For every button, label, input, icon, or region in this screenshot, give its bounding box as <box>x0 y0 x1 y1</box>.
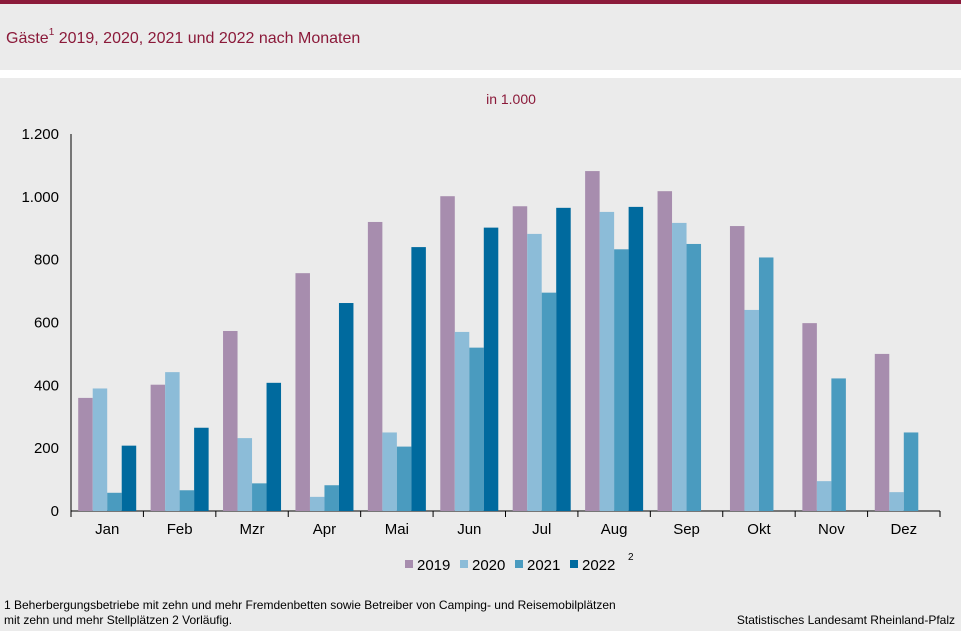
bar-2019 <box>585 171 600 512</box>
bar-2020 <box>309 496 325 511</box>
bar-2020 <box>92 388 108 511</box>
bar-2021 <box>396 446 412 511</box>
y-tick-label: 200 <box>34 440 59 457</box>
legend-swatch <box>405 560 413 568</box>
bar-2021 <box>831 378 846 511</box>
legend-label: 2022 <box>582 557 615 574</box>
legend-label: 2019 <box>417 557 450 574</box>
unit-label: in 1.000 <box>486 91 536 107</box>
bar-2020 <box>237 438 253 511</box>
y-tick-label: 1.000 <box>21 189 59 206</box>
bar-2019 <box>512 206 528 511</box>
x-tick-label: Okt <box>747 521 771 538</box>
y-tick-label: 1.200 <box>21 126 59 143</box>
x-tick-label: Nov <box>818 521 845 538</box>
legend-swatch <box>460 560 468 568</box>
bar-2019 <box>440 196 455 511</box>
chart-header: Gäste1 2019, 2020, 2021 und 2022 nach Mo… <box>0 4 961 70</box>
bar-2021 <box>469 347 484 511</box>
bar-2019 <box>150 384 166 511</box>
bar-2021 <box>107 492 122 511</box>
bar-2019 <box>223 330 238 511</box>
source-label: Statistisches Landesamt Rheinland-Pfalz <box>736 613 955 627</box>
bar-2022 <box>338 303 354 511</box>
x-tick-label: Aug <box>601 521 628 538</box>
bar-2020 <box>527 233 542 511</box>
bar-2019 <box>657 191 673 511</box>
bar-2019 <box>874 353 890 511</box>
bar-2022 <box>556 207 571 511</box>
bar-2020 <box>672 222 687 511</box>
x-tick-label: Jun <box>457 521 481 538</box>
x-tick-label: Jul <box>532 521 551 538</box>
bar-2021 <box>686 243 702 512</box>
y-tick-label: 400 <box>34 377 59 394</box>
x-tick-label: Dez <box>890 521 917 538</box>
bar-2021 <box>903 432 919 511</box>
bar-2021 <box>541 292 557 511</box>
x-tick-label: Sep <box>673 521 700 538</box>
footnote-line-1: 1 Beherbergungsbetriebe mit zehn und meh… <box>4 598 616 612</box>
bar-2020 <box>889 492 904 511</box>
bar-2022 <box>194 427 209 511</box>
title-footnote-mark: 1 <box>48 26 55 38</box>
legend-label: 2021 <box>527 557 560 574</box>
legend-label: 2020 <box>472 557 505 574</box>
bar-2020 <box>382 432 397 511</box>
x-tick-label: Apr <box>313 521 336 538</box>
bar-2019 <box>367 221 383 511</box>
x-tick-label: Mai <box>385 521 409 538</box>
bar-2019 <box>78 397 93 511</box>
title-suffix: 2019, 2020, 2021 und 2022 nach Monaten <box>54 30 361 47</box>
y-tick-label: 600 <box>34 315 59 332</box>
bar-2022 <box>121 445 137 511</box>
chart-title: Gäste1 2019, 2020, 2021 und 2022 nach Mo… <box>6 26 361 48</box>
bar-2020 <box>744 309 759 511</box>
bar-2019 <box>802 323 817 511</box>
y-tick-label: 800 <box>34 252 59 269</box>
title-prefix: Gäste <box>6 30 49 47</box>
bar-2022 <box>411 247 426 511</box>
legend-swatch <box>515 560 523 568</box>
y-tick-label: 0 <box>51 503 59 520</box>
legend-swatch <box>570 560 578 568</box>
top-accent-bar <box>0 0 961 4</box>
bar-2020 <box>816 481 832 511</box>
legend-footnote-mark: 2 <box>628 552 634 563</box>
bar-2020 <box>165 372 180 511</box>
bar-2020 <box>454 331 470 511</box>
bar-2022 <box>266 382 282 511</box>
header-divider <box>0 70 961 78</box>
bar-2019 <box>295 273 310 511</box>
bar-2021 <box>614 249 629 511</box>
bar-2022 <box>628 206 644 512</box>
bar-2021 <box>758 257 774 511</box>
bar-2021 <box>324 485 339 511</box>
bar-2020 <box>599 211 615 511</box>
footnote-line-2: mit zehn und mehr Stellplätzen 2 Vorläuf… <box>4 613 233 627</box>
x-tick-label: Mzr <box>240 521 265 538</box>
x-tick-label: Feb <box>167 521 193 538</box>
x-tick-label: Jan <box>95 521 119 538</box>
bar-2022 <box>483 227 499 511</box>
bar-2019 <box>729 226 745 511</box>
bar-2021 <box>252 483 267 511</box>
bar-2021 <box>179 490 195 511</box>
